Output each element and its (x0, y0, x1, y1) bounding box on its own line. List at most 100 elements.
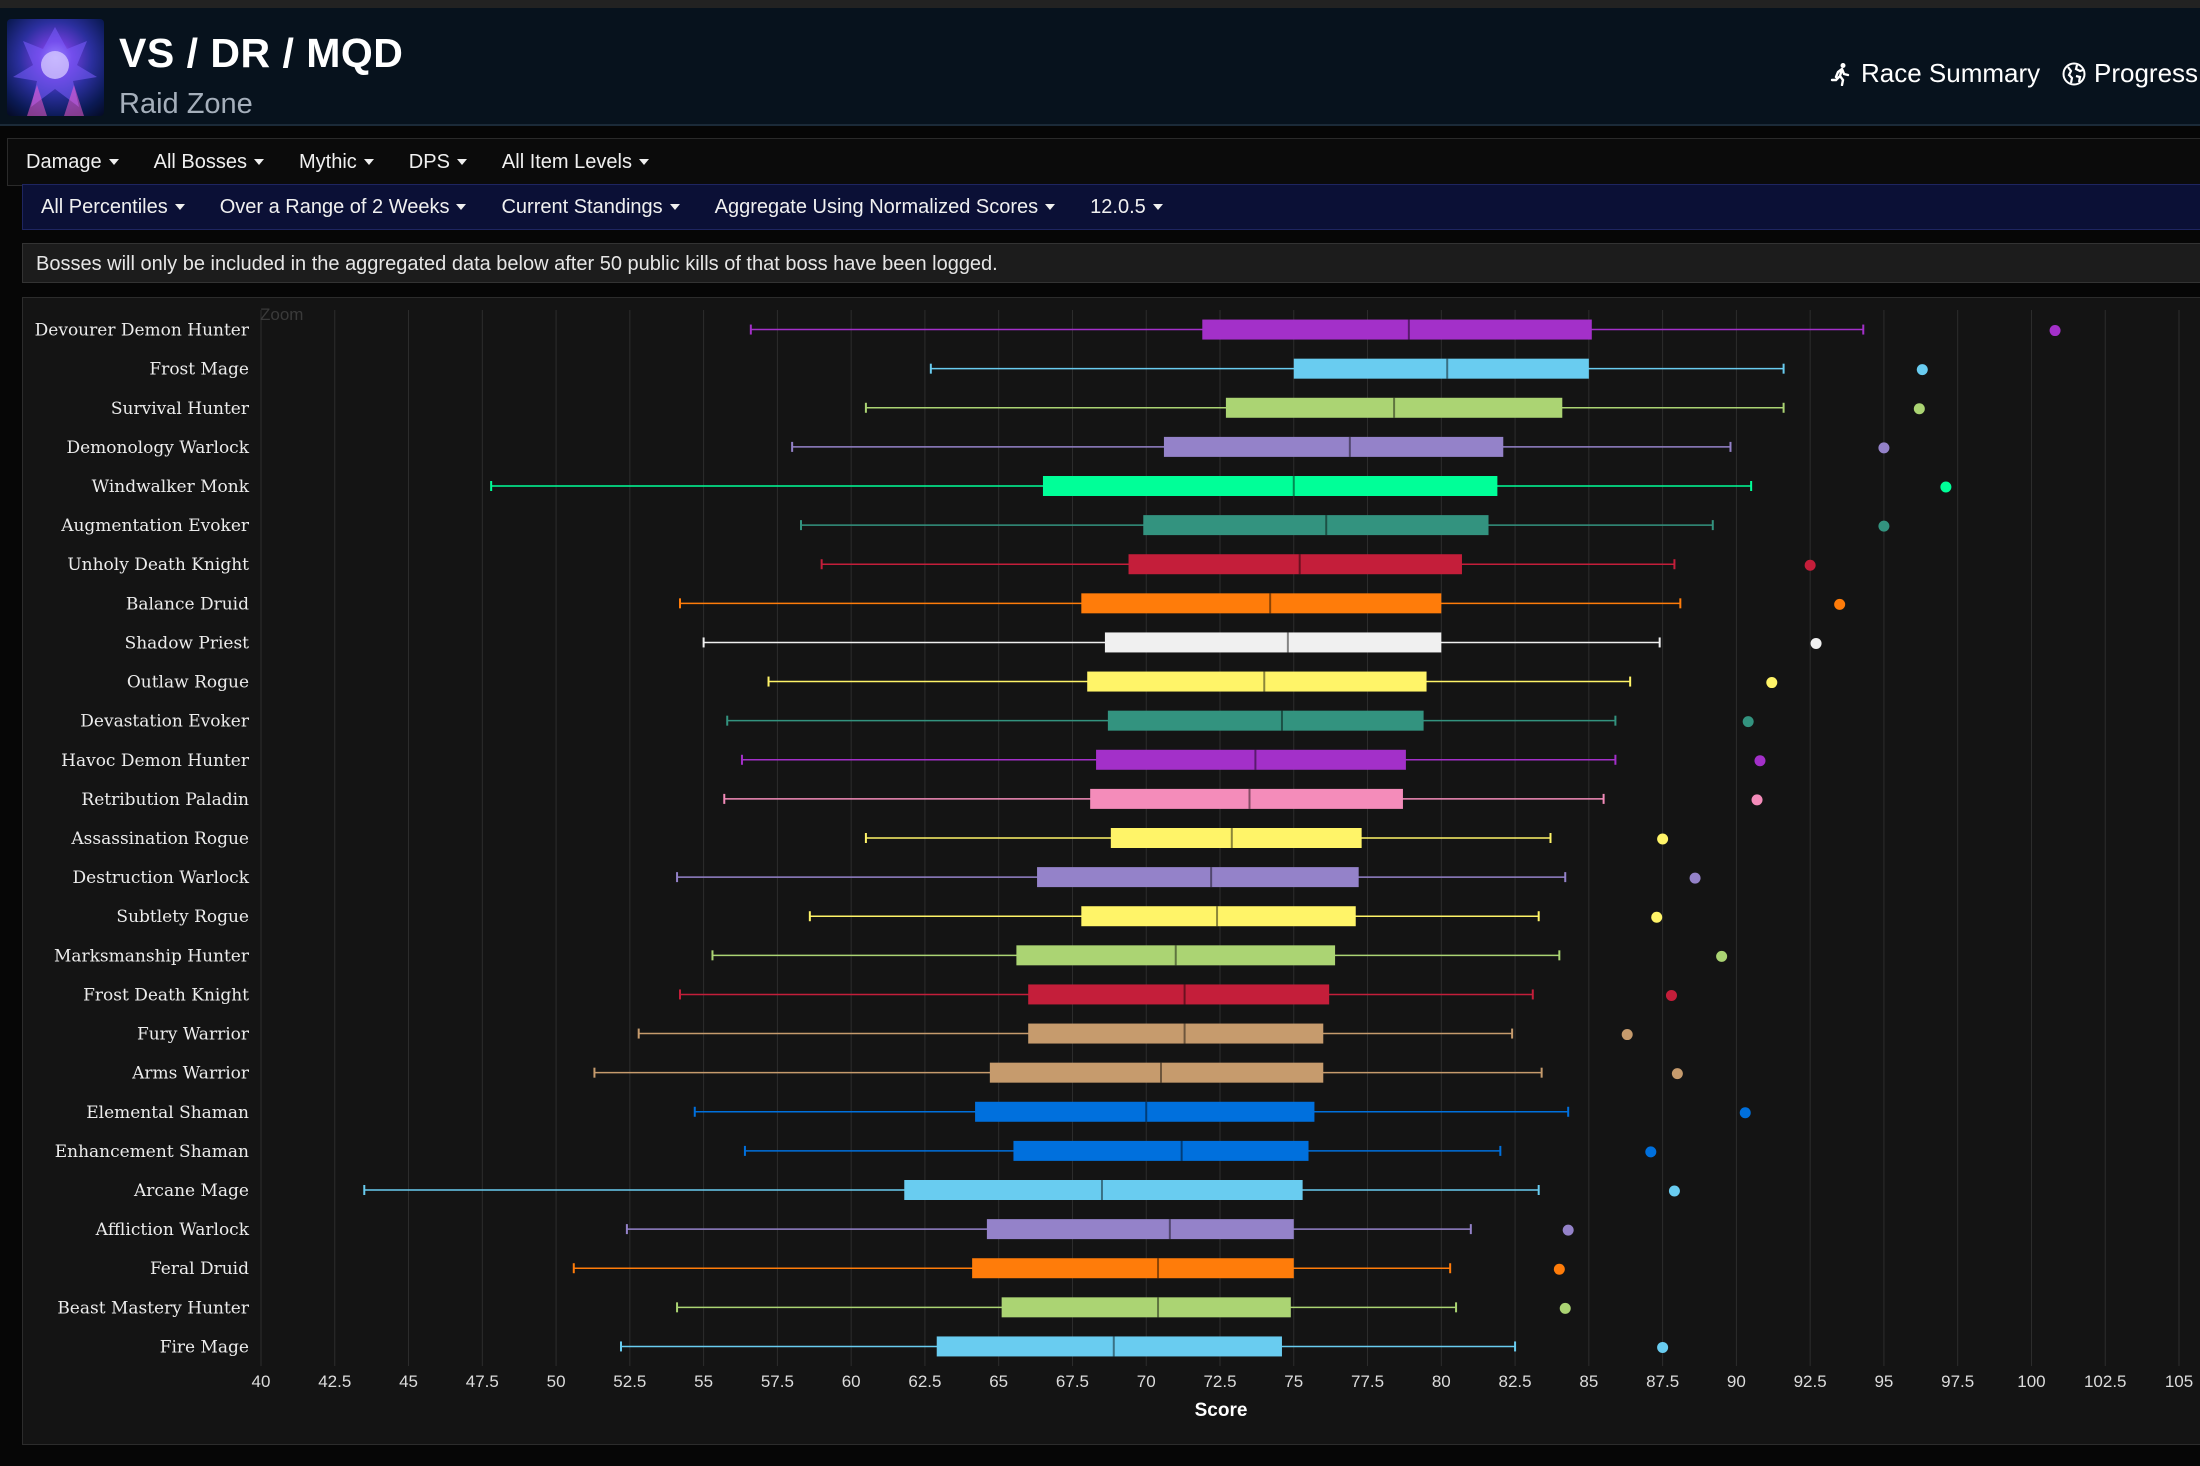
series-box[interactable] (929, 358, 1928, 379)
outlier-point[interactable] (1689, 872, 1701, 884)
interquartile-box[interactable] (1081, 593, 1442, 614)
series-box[interactable] (572, 1258, 1565, 1279)
boss-dropdown[interactable]: All Bosses (154, 151, 264, 174)
aggregation-dropdown[interactable]: Aggregate Using Normalized Scores (715, 196, 1056, 219)
race-summary-label: Race Summary (1861, 58, 2041, 88)
outlier-point[interactable] (1940, 481, 1952, 493)
series-box[interactable] (808, 906, 1663, 927)
interquartile-box[interactable] (1081, 906, 1356, 927)
series-box[interactable] (702, 632, 1822, 653)
metric-dropdown[interactable]: Damage (26, 151, 119, 174)
series-box[interactable] (490, 476, 1952, 496)
progress-link[interactable]: Progress (2062, 58, 2198, 89)
outlier-point[interactable] (1553, 1263, 1565, 1275)
boxplot-chart[interactable]: Devourer Demon Hunter Frost Mage Survival … (23, 298, 2200, 1444)
interquartile-box[interactable] (1143, 515, 1489, 536)
outlier-point[interactable] (1651, 911, 1663, 923)
interquartile-box[interactable] (975, 1101, 1315, 1122)
interquartile-box[interactable] (989, 1062, 1324, 1083)
outlier-point[interactable] (1668, 1185, 1680, 1197)
difficulty-dropdown[interactable]: Mythic (299, 151, 374, 174)
series-box[interactable] (637, 1023, 1633, 1044)
outlier-point[interactable] (1657, 1341, 1669, 1353)
interquartile-box[interactable] (1028, 1023, 1324, 1044)
outlier-point[interactable] (1645, 1146, 1657, 1158)
interquartile-box[interactable] (1163, 436, 1504, 457)
series-box[interactable] (743, 1140, 1657, 1161)
category-label: Windwalker Monk (92, 477, 250, 497)
series-box[interactable] (740, 749, 1766, 770)
outlier-point[interactable] (1742, 716, 1754, 728)
outlier-point[interactable] (1739, 1107, 1751, 1119)
interquartile-box[interactable] (1090, 788, 1403, 809)
series-box[interactable] (363, 1180, 1680, 1200)
outlier-point[interactable] (1751, 794, 1763, 806)
patch-dropdown[interactable]: 12.0.5 (1090, 196, 1163, 219)
interquartile-box[interactable] (1028, 984, 1330, 1005)
item-level-dropdown[interactable]: All Item Levels (502, 151, 649, 174)
race-summary-link[interactable]: Race Summary (1829, 58, 2040, 89)
outlier-point[interactable] (1878, 520, 1890, 532)
interquartile-box[interactable] (904, 1180, 1303, 1200)
series-box[interactable] (791, 436, 1890, 457)
interquartile-box[interactable] (1001, 1297, 1291, 1318)
series-box[interactable] (799, 515, 1890, 536)
interquartile-box[interactable] (1037, 867, 1359, 888)
interquartile-box[interactable] (936, 1336, 1282, 1357)
outlier-point[interactable] (2049, 325, 2061, 337)
interquartile-box[interactable] (1104, 632, 1442, 653)
outlier-point[interactable] (1665, 989, 1677, 1001)
standings-dropdown[interactable]: Current Standings (501, 196, 680, 219)
series-box[interactable] (593, 1062, 1683, 1083)
interquartile-box[interactable] (1042, 476, 1498, 496)
interquartile-box[interactable] (1110, 828, 1362, 848)
outlier-point[interactable] (1878, 442, 1890, 454)
series-box[interactable] (820, 554, 1816, 575)
outlier-point[interactable] (1562, 1224, 1574, 1236)
outlier-point[interactable] (1657, 833, 1669, 845)
interquartile-box[interactable] (1225, 397, 1563, 418)
outlier-point[interactable] (1834, 598, 1846, 610)
role-dropdown[interactable]: DPS (409, 151, 467, 174)
series-box[interactable] (625, 1219, 1574, 1240)
outlier-point[interactable] (1621, 1029, 1633, 1041)
series-box[interactable] (726, 710, 1754, 731)
percentile-dropdown[interactable]: All Percentiles (41, 196, 185, 219)
outlier-point[interactable] (1810, 637, 1822, 649)
series-box[interactable] (619, 1336, 1669, 1357)
series-box[interactable] (693, 1101, 1751, 1122)
series-box[interactable] (864, 397, 1925, 418)
interquartile-box[interactable] (1096, 749, 1406, 770)
outlier-point[interactable] (1754, 755, 1766, 767)
series-box[interactable] (711, 945, 1728, 966)
interquartile-box[interactable] (1293, 358, 1589, 379)
series-box[interactable] (676, 867, 1701, 888)
outlier-point[interactable] (1916, 364, 1928, 376)
interquartile-box[interactable] (1107, 710, 1424, 731)
zoom-label[interactable]: Zoom (260, 305, 303, 324)
interquartile-box[interactable] (972, 1258, 1294, 1279)
series-box[interactable] (679, 984, 1677, 1005)
series-box[interactable] (767, 671, 1778, 692)
series-box[interactable] (864, 828, 1669, 848)
boxplot-chart-panel: Devourer Demon Hunter Frost Mage Survival … (22, 297, 2200, 1445)
series-box[interactable] (723, 788, 1763, 809)
interquartile-box[interactable] (1128, 554, 1462, 575)
time-range-dropdown[interactable]: Over a Range of 2 Weeks (220, 196, 467, 219)
interquartile-box[interactable] (986, 1219, 1294, 1240)
interquartile-box[interactable] (1087, 671, 1427, 692)
x-tick-label: 62.5 (908, 1372, 941, 1391)
outlier-point[interactable] (1766, 677, 1778, 689)
series-box[interactable] (749, 319, 2061, 340)
outlier-point[interactable] (1671, 1068, 1683, 1080)
interquartile-box[interactable] (1202, 319, 1592, 340)
outlier-point[interactable] (1559, 1302, 1571, 1314)
outlier-point[interactable] (1804, 559, 1816, 571)
outlier-point[interactable] (1716, 950, 1728, 962)
interquartile-box[interactable] (1016, 945, 1336, 966)
series-box[interactable] (679, 593, 1846, 614)
series-box[interactable] (676, 1297, 1571, 1318)
outlier-point[interactable] (1913, 403, 1925, 415)
x-tick-label: 40 (252, 1372, 271, 1391)
interquartile-box[interactable] (1013, 1140, 1309, 1161)
